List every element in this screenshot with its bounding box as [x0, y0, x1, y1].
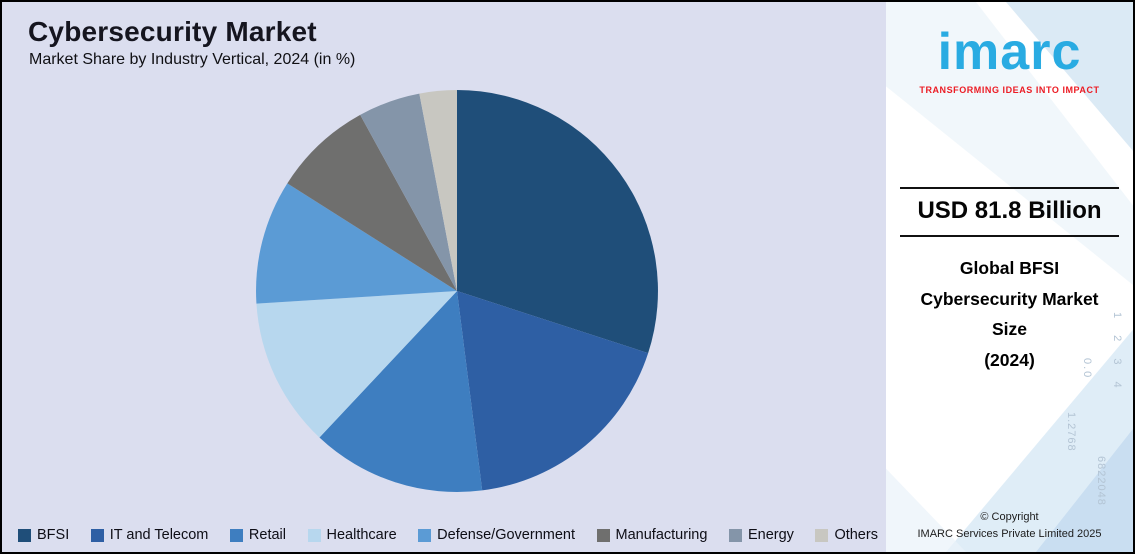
legend-swatch	[418, 528, 432, 542]
pie-slice-bfsi	[457, 90, 658, 354]
chart-subtitle: Market Share by Industry Vertical, 2024 …	[29, 51, 356, 68]
pie-slice-healthcare	[256, 291, 457, 438]
pie-slice-manufacturing	[287, 114, 457, 291]
brand-panel: 1 2 3 4 0.0 6822048 1.2768 imarc TRANSFO…	[886, 2, 1133, 552]
legend-label: Manufacturing	[615, 527, 708, 543]
legend-label: Retail	[248, 527, 286, 543]
legend-swatch	[229, 528, 243, 542]
chart-section: Cybersecurity Market Market Share by Ind…	[2, 2, 886, 552]
legend-item-manufacturing: Manufacturing	[596, 527, 708, 543]
logo-tagline: TRANSFORMING IDEAS INTO IMPACT	[919, 85, 1100, 95]
decorative-number: 0.0	[1081, 358, 1093, 380]
pie-slice-it-and-telecom	[457, 291, 649, 491]
copyright: © Copyright IMARC Services Private Limit…	[886, 509, 1133, 542]
copyright-line-1: © Copyright	[980, 511, 1039, 523]
decorative-number: 1.2768	[1065, 412, 1077, 452]
legend-swatch	[90, 528, 104, 542]
legend-item-healthcare: Healthcare	[307, 527, 397, 543]
logo-block: imarc TRANSFORMING IDEAS INTO IMPACT	[886, 26, 1133, 95]
stat-divider-bottom	[900, 235, 1119, 237]
legend-item-bfsi: BFSI	[18, 527, 69, 543]
pie-slice-retail	[319, 291, 483, 492]
chart-legend: BFSI IT and Telecom Retail Healthcare Defens…	[18, 527, 878, 543]
market-size-label-line: Size	[991, 319, 1028, 340]
market-size-label-line: Global BFSI	[959, 258, 1060, 278]
legend-label: IT and Telecom	[109, 527, 209, 543]
legend-swatch	[728, 528, 742, 542]
copyright-line-2: IMARC Services Private Limited 2025	[917, 527, 1102, 540]
market-size-label: Global BFSI Cybersecurity Market Size (2024…	[900, 253, 1119, 376]
stat-divider-top	[900, 187, 1119, 189]
legend-label: BFSI	[37, 527, 70, 543]
legend-label: Defense/Government	[437, 527, 575, 543]
legend-item-energy: Energy	[728, 527, 794, 543]
market-size-label-line: (2024)	[984, 349, 1035, 370]
legend-label: Healthcare	[326, 527, 397, 543]
page-title: Cybersecurity Market	[28, 16, 317, 47]
pie-slice-energy	[360, 93, 457, 291]
legend-item-others: Others	[815, 527, 878, 543]
legend-swatch	[307, 528, 321, 542]
legend-label: Others	[834, 527, 878, 543]
legend-item-defense-government: Defense/Government	[418, 527, 575, 543]
decorative-number: 1 2 3 4	[1111, 312, 1123, 395]
pie-slice-defense-government	[256, 183, 457, 304]
legend-swatch	[815, 528, 829, 542]
imarc-logo: imarc	[937, 23, 1082, 81]
legend-item-it-and-telecom: IT and Telecom	[90, 527, 209, 543]
pie-chart	[256, 90, 658, 492]
market-size-label-line: Cybersecurity Market	[920, 288, 1099, 309]
legend-item-retail: Retail	[229, 527, 286, 543]
decorative-number: 6822048	[1095, 456, 1107, 506]
legend-label: Energy	[747, 527, 794, 543]
legend-swatch	[596, 528, 610, 542]
market-size-value: USD 81.8 Billion	[917, 197, 1102, 224]
decorative-shapes	[886, 2, 1133, 552]
pie-slice-others	[419, 90, 457, 291]
legend-swatch	[18, 528, 31, 542]
market-size-block: USD 81.8 Billion Global BFSI Cybersecurit…	[900, 187, 1119, 376]
